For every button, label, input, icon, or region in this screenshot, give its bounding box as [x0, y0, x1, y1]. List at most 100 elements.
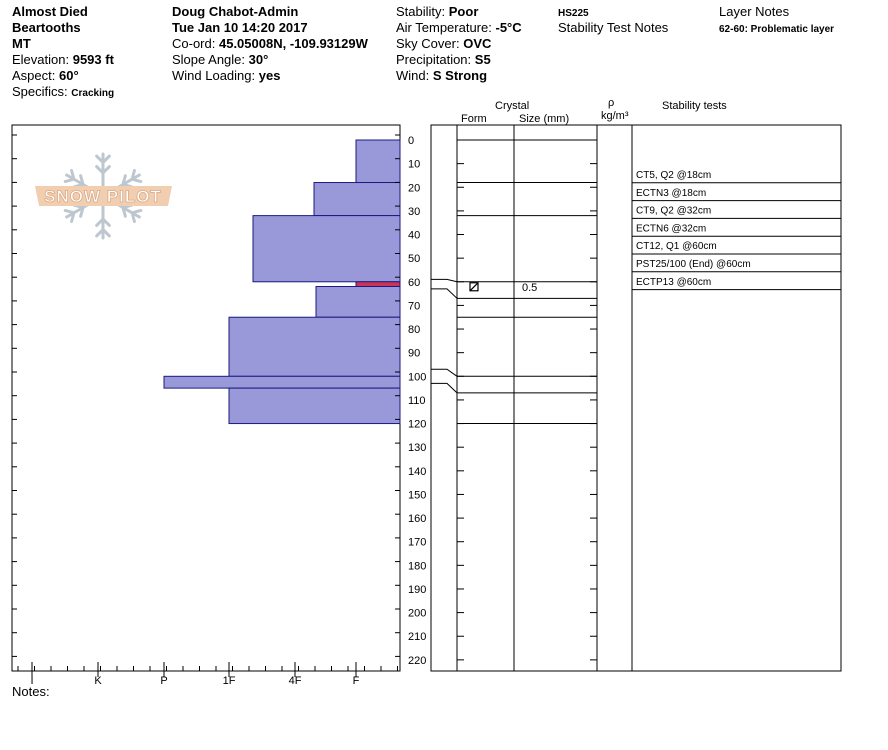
- air-temp-label: Air Temperature:: [396, 20, 492, 35]
- depth-label-80: 80: [408, 324, 420, 336]
- hardness-bar-4: [315, 286, 401, 318]
- depth-label-90: 90: [408, 348, 420, 360]
- depth-label-110: 110: [408, 395, 426, 407]
- slope-label: Slope Angle:: [172, 52, 246, 67]
- hardness-bar-1: [313, 182, 401, 217]
- rho-heading: ρ: [608, 97, 615, 109]
- slope-row: Slope Angle: 30°: [172, 52, 268, 67]
- wind-label: Wind:: [396, 68, 430, 83]
- precip-row: Precipitation: S5: [396, 52, 491, 67]
- stability-test-notes-title: Stability Test Notes: [558, 20, 669, 35]
- aspect-row: Aspect: 60°: [12, 68, 79, 83]
- range-name: Beartooths: [12, 20, 81, 35]
- depth-label-120: 120: [408, 419, 426, 431]
- hardness-bar-0: [355, 139, 401, 184]
- wind-loading-value: yes: [258, 68, 281, 83]
- hs-value: HS225: [558, 8, 589, 19]
- depth-label-160: 160: [408, 513, 426, 525]
- specifics-label: Specifics:: [12, 84, 68, 99]
- stability-row: Stability: Poor: [396, 4, 478, 19]
- slope-value: 30°: [248, 52, 269, 67]
- aspect-value: 60°: [58, 68, 79, 83]
- coord-value: 45.05008N, -109.93129W: [218, 36, 368, 51]
- depth-label-60: 60: [408, 277, 420, 289]
- snowpilot-logo: SNOW PILOT: [35, 152, 172, 240]
- layer-table-frame: [430, 124, 842, 672]
- notes-label: Notes:: [12, 684, 50, 699]
- stability-test-6: ECTP13 @60cm: [636, 277, 711, 288]
- depth-label-100: 100: [408, 371, 426, 383]
- hardness-bar-2: [252, 215, 401, 283]
- size-heading: Size (mm): [519, 113, 570, 125]
- aspect-label: Aspect:: [12, 68, 56, 83]
- hardness-bar-3: [355, 281, 401, 288]
- depth-label-170: 170: [408, 537, 426, 549]
- crystal-entries: 0.5: [469, 282, 537, 294]
- sky-value: OVC: [463, 36, 492, 51]
- stability-test-2: CT9, Q2 @32cm: [636, 206, 711, 217]
- wind-value: S Strong: [432, 68, 488, 83]
- wind-row: Wind: S Strong: [396, 68, 487, 83]
- layer-note: 62-60: Problematic layer: [719, 24, 835, 35]
- stability-test-list: CT5, Q2 @18cm ECTN3 @18cm CT9, Q2 @32cm ECT…: [632, 170, 841, 291]
- location-name: Almost Died: [12, 4, 88, 19]
- depth-label-10: 10: [408, 159, 420, 171]
- precip-label: Precipitation:: [396, 52, 472, 67]
- depth-label-30: 30: [408, 206, 420, 218]
- depth-label-220: 220: [408, 655, 426, 667]
- stability-value: Poor: [448, 4, 479, 19]
- state-name: MT: [12, 36, 31, 51]
- precip-value: S5: [474, 52, 491, 67]
- hardness-bar-6: [163, 375, 401, 389]
- coord-label: Co-ord:: [172, 36, 216, 51]
- depth-label-70: 70: [408, 300, 420, 312]
- density-unit-heading: kg/m³: [601, 110, 629, 122]
- crystal-size-0: 0.5: [522, 282, 537, 294]
- hardness-label-I: I: [30, 675, 33, 687]
- elevation-label: Elevation:: [12, 52, 70, 67]
- hardness-bar-5: [228, 316, 401, 377]
- air-temp-row: Air Temperature: -5°C: [396, 20, 522, 35]
- sky-row: Sky Cover: OVC: [396, 36, 491, 51]
- crystal-heading: Crystal: [495, 100, 530, 112]
- depth-axis: 0 10 20 30 40 50 60 70 80 90 100 110 120 130 140 150 160…: [408, 135, 426, 667]
- elevation-value: 9593 ft: [72, 52, 114, 67]
- wind-loading-row: Wind Loading: yes: [172, 68, 280, 83]
- hardness-label-K: K: [94, 675, 102, 687]
- observer-name: Doug Chabot-Admin: [172, 4, 299, 19]
- layer-table: [430, 124, 842, 672]
- stability-test-4: CT12, Q1 @60cm: [636, 241, 717, 252]
- hardness-label-4F: 4F: [289, 675, 302, 687]
- observation-datetime: Tue Jan 10 14:20 2017: [172, 20, 308, 35]
- depth-label-200: 200: [408, 608, 426, 620]
- specifics-value: Cracking: [71, 88, 115, 99]
- stability-test-0: CT5, Q2 @18cm: [636, 170, 711, 181]
- hardness-label-1F: 1F: [223, 675, 236, 687]
- depth-label-0: 0: [408, 135, 414, 147]
- stability-test-5: PST25/100 (End) @60cm: [636, 259, 751, 270]
- form-heading: Form: [461, 113, 487, 125]
- stability-label: Stability:: [396, 4, 446, 19]
- depth-label-50: 50: [408, 253, 420, 265]
- stability-tests-heading: Stability tests: [662, 100, 727, 112]
- specifics-row: Specifics: Cracking: [12, 84, 114, 101]
- logo-text: SNOW PILOT: [44, 187, 162, 206]
- depth-label-20: 20: [408, 182, 420, 194]
- faceted-square-icon: [469, 282, 479, 292]
- sky-label: Sky Cover:: [396, 36, 460, 51]
- depth-label-190: 190: [408, 584, 426, 596]
- hardness-bars: [163, 139, 401, 425]
- depth-label-130: 130: [408, 442, 426, 454]
- wind-loading-label: Wind Loading:: [172, 68, 256, 83]
- depth-label-150: 150: [408, 489, 426, 501]
- hardness-label-F: F: [353, 675, 360, 687]
- depth-label-140: 140: [408, 466, 426, 478]
- layer-notes-title: Layer Notes: [719, 4, 790, 19]
- hardness-axis: I K P 1F 4F F: [12, 134, 400, 687]
- elevation-row: Elevation: 9593 ft: [12, 52, 114, 67]
- logo-banner: [35, 186, 172, 206]
- air-temp-value: -5°C: [495, 20, 522, 35]
- hardness-bar-7: [228, 387, 401, 425]
- coord-row: Co-ord: 45.05008N, -109.93129W: [172, 36, 368, 51]
